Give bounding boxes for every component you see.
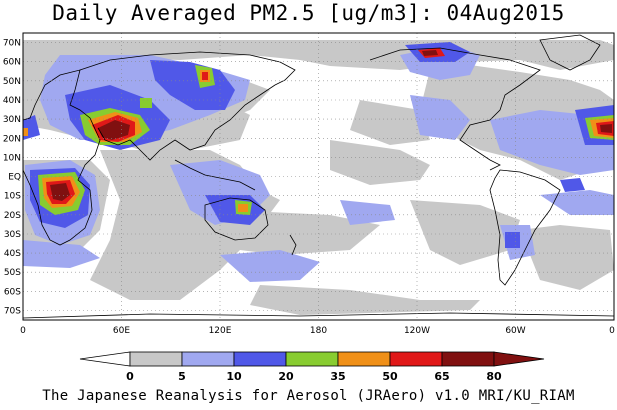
lat-label: 70S <box>4 307 21 317</box>
lat-label: 70N <box>3 39 21 49</box>
coast-south-america <box>489 169 561 286</box>
colorbar: 0 5 10 20 35 50 65 80 <box>79 351 545 383</box>
colorbar-swatch <box>337 351 391 367</box>
lat-label: 10N <box>3 153 21 163</box>
pm25-shading <box>23 40 614 315</box>
lon-label: 60W <box>505 326 525 336</box>
coast-asia <box>79 51 296 161</box>
level-darkred-80-plus <box>50 50 612 201</box>
colorbar-swatch <box>285 351 339 367</box>
lon-label: 0 <box>20 326 26 336</box>
colorbar-swatch <box>389 351 443 367</box>
colorbar-swatch <box>181 351 235 367</box>
coast-greenland <box>539 34 601 71</box>
lon-label: 0 <box>609 326 615 336</box>
colorbar-swatch <box>441 351 495 367</box>
colorbar-tick-label: 50 <box>382 370 398 383</box>
footer-credit: The Japanese Reanalysis for Aerosol (JRA… <box>42 388 575 404</box>
lat-label: 30S <box>4 230 21 240</box>
lon-label: 120E <box>209 326 232 336</box>
lon-label: 60E <box>113 326 130 336</box>
colorbar-tick-label: 80 <box>486 370 502 383</box>
colorbar-tick-label: 20 <box>278 370 294 383</box>
coast-europe-africa <box>23 69 101 246</box>
lat-label: 60N <box>3 58 21 68</box>
coast-australia <box>204 197 269 241</box>
colorbar-tick-label: 10 <box>226 370 242 383</box>
colorbar-swatch <box>129 351 183 367</box>
lon-label: 120W <box>404 326 430 336</box>
lat-label: 20S <box>4 211 21 221</box>
latitude-labels: 70N 60N 50N 40N 30N 20N 10N EQ 10S 20S 3… <box>3 39 21 317</box>
coast-north-america <box>369 47 541 171</box>
longitude-labels: 0 60E 120E 180 120W 60W 0 <box>20 326 615 336</box>
colorbar-swatch <box>233 351 287 367</box>
lat-label: 40N <box>3 96 21 106</box>
colorbar-tick-label: 5 <box>178 370 186 383</box>
colorbar-high-arrow <box>493 351 545 367</box>
colorbar-tick-label: 65 <box>434 370 449 383</box>
coast-new-zealand <box>289 234 297 256</box>
lat-label: EQ <box>8 173 21 183</box>
lat-label: 10S <box>4 192 21 202</box>
map-frame <box>22 32 615 321</box>
lat-label: 50N <box>3 77 21 87</box>
lon-label: 180 <box>310 326 327 336</box>
colorbar-low-arrow <box>79 351 131 367</box>
lat-label: 50S <box>4 268 21 278</box>
lat-label: 20N <box>3 134 21 144</box>
colorbar-tick-label: 0 <box>126 370 134 383</box>
lat-label: 30N <box>3 115 21 125</box>
colorbar-tick-label: 35 <box>330 370 345 383</box>
lat-label: 60S <box>4 287 21 297</box>
graticule <box>23 33 614 320</box>
coast-southeast-asia <box>174 159 256 191</box>
lat-label: 40S <box>4 249 21 259</box>
coastlines <box>23 34 614 319</box>
coast-antarctica <box>23 312 614 319</box>
map-title: Daily Averaged PM2.5 [ug/m3]: 04Aug2015 <box>52 1 565 25</box>
